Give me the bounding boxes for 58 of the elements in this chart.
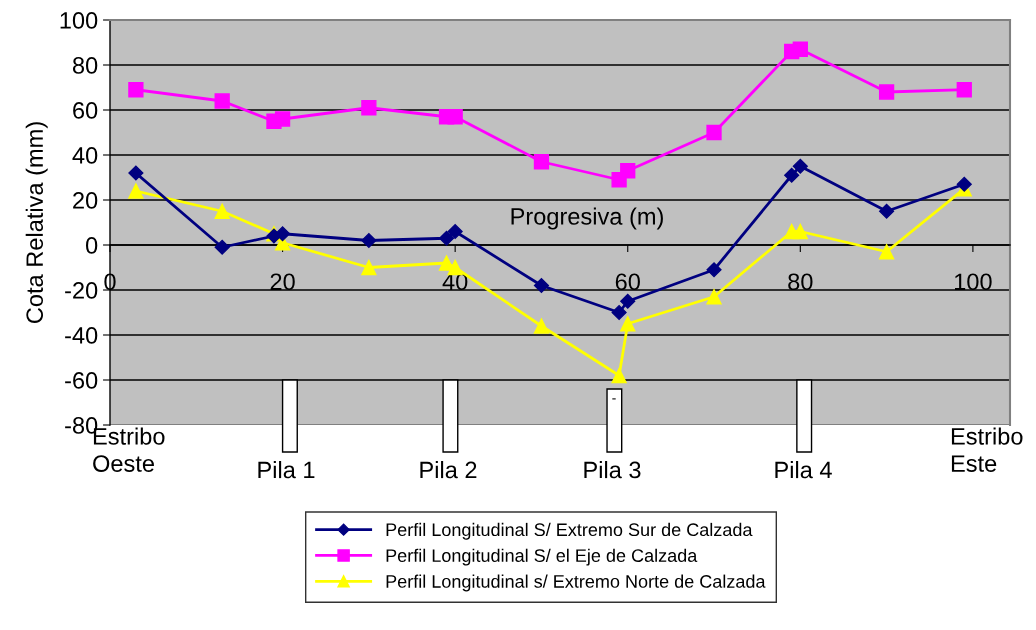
text: Pila 1	[258, 460, 315, 479]
point	[706, 124, 722, 141]
point	[361, 100, 377, 116]
point	[792, 158, 808, 174]
point	[706, 262, 722, 278]
y-tick-label: 80	[72, 57, 98, 74]
point	[620, 316, 636, 332]
y-tick-label: -60	[65, 372, 98, 389]
point	[274, 111, 291, 127]
point	[214, 239, 230, 255]
point	[620, 293, 636, 309]
text: Pila 4	[775, 460, 832, 479]
point	[879, 203, 895, 219]
point	[275, 226, 291, 242]
point	[706, 289, 722, 305]
x-tick-label: 60	[615, 273, 640, 291]
point	[533, 318, 550, 334]
x-axis-title: Progresiva (m)	[511, 207, 663, 230]
point	[214, 203, 230, 219]
point	[792, 41, 808, 57]
text: Pila 2	[420, 460, 477, 479]
point	[214, 93, 230, 109]
point	[438, 230, 455, 246]
y-tick-label: -20	[65, 282, 98, 299]
point	[620, 163, 636, 179]
legend-label: Perfil Longitudinal s/ Extremo Norte de Calzada	[386, 574, 766, 592]
annotation: -	[612, 398, 616, 400]
point	[611, 367, 627, 384]
point	[956, 176, 972, 192]
point	[784, 167, 800, 183]
point	[878, 84, 895, 100]
legend-label: Perfil Longitudinal S/ el Eje de Calzada	[386, 548, 698, 566]
point	[533, 154, 550, 170]
text: Pila 3	[584, 460, 641, 479]
point	[956, 82, 972, 98]
point	[447, 109, 463, 125]
point	[611, 304, 627, 321]
y-tick-label: -40	[65, 327, 98, 344]
y-tick-label: 60	[73, 102, 98, 119]
text: Estribo Este	[951, 427, 1023, 472]
point	[128, 165, 144, 181]
y-tick-label: 40	[72, 147, 98, 164]
y-tick-label: 100	[60, 12, 98, 29]
point	[878, 244, 895, 260]
point	[792, 223, 808, 240]
point	[128, 183, 144, 199]
y-tick-label: 20	[73, 192, 98, 209]
x-tick-label: 100	[955, 273, 992, 291]
point	[533, 277, 550, 294]
x-tick-label: 80	[788, 273, 813, 291]
x-tick-label: 20	[270, 273, 295, 291]
y-axis-title: Cota Relativa (mm)	[25, 122, 48, 323]
y-tick-label: 0	[85, 237, 98, 254]
point	[361, 232, 377, 249]
legend-label: Perfil Longitudinal S/ Extremo Sur de Calzada	[386, 522, 753, 540]
point	[361, 259, 377, 276]
point	[128, 82, 144, 98]
point	[447, 223, 463, 240]
